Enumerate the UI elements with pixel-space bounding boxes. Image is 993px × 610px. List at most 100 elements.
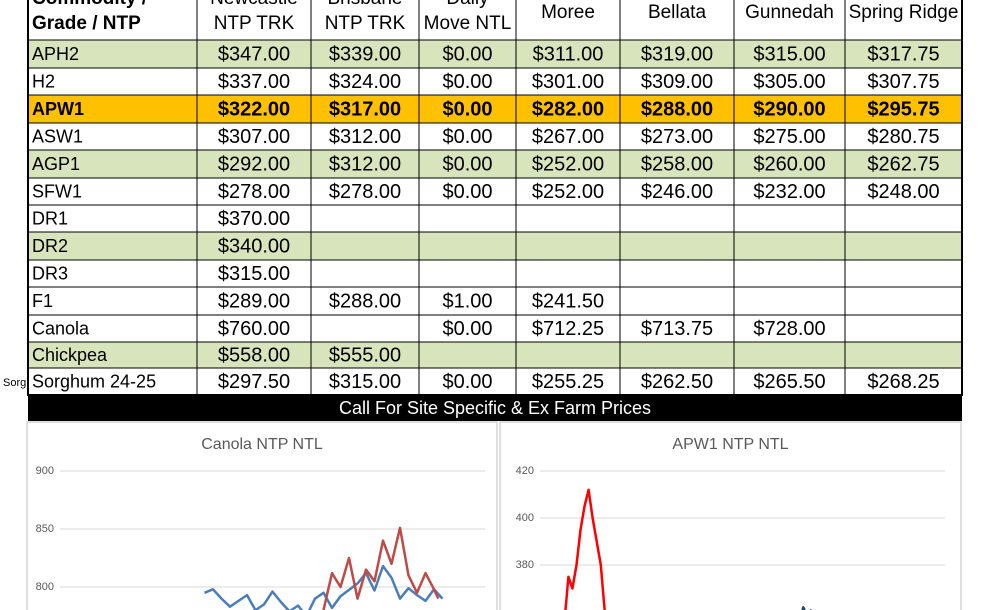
- table-cell: [310, 286, 420, 316]
- cell-value: $315.00: [753, 43, 825, 65]
- series-line: [204, 564, 444, 610]
- table-cell: [310, 259, 420, 288]
- cell-value: $322.00: [218, 98, 290, 120]
- table-cell: [418, 341, 517, 369]
- header-cell: [418, 0, 517, 41]
- header-text: NTP TRK: [325, 13, 406, 34]
- header-cell: [196, 0, 312, 41]
- cell-value: $295.75: [867, 98, 939, 120]
- table-cell: [310, 204, 420, 233]
- cell-value: $0.00: [442, 181, 492, 203]
- row-label: SFW1: [32, 181, 82, 201]
- table-cell: [619, 177, 735, 206]
- cell-value: $340.00: [218, 235, 290, 257]
- cell-value: $262.75: [867, 153, 939, 175]
- table-cell: [844, 177, 963, 206]
- header-text: Brisbane: [328, 0, 403, 9]
- cell-value: $297.50: [218, 371, 290, 393]
- table-cell: [844, 94, 963, 124]
- cell-value: $312.00: [329, 126, 401, 148]
- cell-value: $315.00: [329, 371, 401, 393]
- table-cell: [196, 367, 312, 396]
- row-label: DR3: [32, 263, 68, 283]
- table-cell: [196, 94, 312, 124]
- table-cell: [619, 259, 735, 288]
- header-cell: [27, 0, 198, 41]
- table-cell: [515, 39, 621, 69]
- cell-value: $301.00: [532, 71, 604, 93]
- table-cell: [196, 314, 312, 343]
- table-cell: [515, 259, 621, 288]
- table-cell: [619, 341, 735, 369]
- cell-value: $0.00: [442, 318, 492, 340]
- cell-value: $280.75: [867, 126, 939, 148]
- cell-value: $317.00: [329, 98, 401, 120]
- table-cell: [733, 231, 846, 261]
- y-tick-label: 900: [36, 465, 54, 477]
- table-cell: [418, 149, 517, 179]
- table-cell: [196, 286, 312, 316]
- header-cell: [515, 0, 621, 41]
- chart-title: Canola NTP NTL: [201, 436, 323, 453]
- cell-value: $290.00: [753, 98, 825, 120]
- table-cell: [733, 149, 846, 179]
- header-cell: [310, 0, 420, 41]
- table-cell: [27, 341, 198, 369]
- row-label: DR1: [32, 208, 68, 228]
- cell-value: $241.50: [532, 290, 604, 312]
- row-label: Chickpea: [32, 345, 108, 365]
- series-line: [322, 526, 440, 610]
- cell-value: $307.75: [867, 71, 939, 93]
- table-cell: [733, 204, 846, 233]
- cell-value: $262.50: [641, 371, 713, 393]
- table-cell: [619, 231, 735, 261]
- table-cell: [844, 204, 963, 233]
- table-cell: [310, 149, 420, 179]
- cell-value: $268.25: [867, 371, 939, 393]
- table-cell: [515, 94, 621, 124]
- banner-text: Call For Site Specific & Ex Farm Prices: [339, 398, 651, 418]
- table-cell: [196, 341, 312, 369]
- table-cell: [733, 67, 846, 96]
- chart-frame: [26, 421, 498, 610]
- row-label: F1: [32, 291, 53, 311]
- table-cell: [844, 314, 963, 343]
- header-text: NTP TRK: [214, 13, 295, 34]
- table-cell: [418, 94, 517, 124]
- cell-value: $265.50: [753, 371, 825, 393]
- table-cell: [196, 149, 312, 179]
- cell-value: $267.00: [532, 126, 604, 148]
- cell-value: $0.00: [442, 71, 492, 93]
- row-label: AGP1: [32, 154, 80, 174]
- y-tick-label: 420: [516, 465, 534, 477]
- table-cell: [310, 231, 420, 261]
- cell-value: $0.00: [442, 98, 492, 120]
- table-cell: [619, 94, 735, 124]
- cell-value: $0.00: [442, 126, 492, 148]
- cell-value: $275.00: [753, 126, 825, 148]
- y-tick-label: 380: [516, 559, 534, 571]
- table-cell: [310, 367, 420, 396]
- table-cell: [27, 39, 198, 69]
- table-cell: [619, 367, 735, 396]
- cell-value: $319.00: [641, 43, 713, 65]
- cell-value: $728.00: [753, 318, 825, 340]
- cell-value: $712.25: [532, 318, 604, 340]
- header-text: Daily: [446, 0, 489, 9]
- cell-value: $252.00: [532, 153, 604, 175]
- plot-area: 380 400 420: [516, 465, 945, 610]
- cell-value: $307.00: [218, 126, 290, 148]
- cell-value: $255.25: [532, 371, 604, 393]
- table-cell: [733, 286, 846, 316]
- header-text: Spring Ridge: [849, 2, 959, 23]
- header-text: Move NTL: [424, 13, 512, 34]
- header-cell: [619, 0, 735, 41]
- table-cell: [733, 259, 846, 288]
- table-cell: [418, 259, 517, 288]
- table-cell: [27, 122, 198, 151]
- row-label: Sorghum 24-25: [32, 371, 156, 391]
- table-cell: [515, 231, 621, 261]
- cell-value: $760.00: [218, 318, 290, 340]
- cell-value: $558.00: [218, 344, 290, 366]
